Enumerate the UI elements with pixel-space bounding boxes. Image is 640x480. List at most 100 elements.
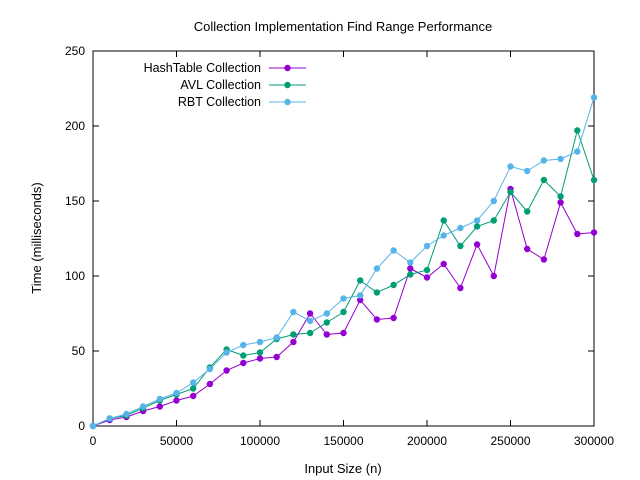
legend: HashTable Collection AVL Collection RBT Co… xyxy=(144,61,306,109)
data-point xyxy=(89,422,97,430)
data-point xyxy=(407,271,414,278)
data-point xyxy=(323,310,330,317)
data-point xyxy=(390,281,397,289)
data-point xyxy=(357,296,364,304)
data-point xyxy=(190,379,197,386)
data-point xyxy=(557,155,564,163)
series-line xyxy=(92,97,595,427)
data-point xyxy=(123,410,130,418)
series-line xyxy=(92,188,595,427)
y-tick-label: 100 xyxy=(65,269,85,283)
data-point xyxy=(440,232,447,239)
data-point xyxy=(373,265,381,272)
data-point xyxy=(156,395,163,403)
series-line xyxy=(92,128,595,427)
data-point xyxy=(423,274,431,281)
data-point xyxy=(256,349,264,356)
data-point xyxy=(440,217,447,224)
data-point xyxy=(574,230,581,238)
data-point xyxy=(490,197,497,205)
y-tick-label: 50 xyxy=(72,344,86,358)
x-tick-label: 100000 xyxy=(240,434,280,448)
data-point xyxy=(524,245,531,253)
data-point xyxy=(323,331,330,338)
legend-label: AVL Collection xyxy=(180,78,261,92)
data-point xyxy=(340,295,347,302)
data-point xyxy=(540,176,548,184)
x-tick-label: 0 xyxy=(90,434,97,448)
data-point xyxy=(390,314,397,322)
data-point xyxy=(256,355,264,362)
data-point xyxy=(457,224,464,232)
data-point xyxy=(590,229,598,236)
data-point xyxy=(473,223,481,230)
data-point xyxy=(524,167,531,175)
x-tick-label: 250000 xyxy=(490,434,530,448)
data-point xyxy=(256,338,264,346)
data-point xyxy=(357,277,364,284)
legend-swatch-marker xyxy=(284,98,291,106)
y-tick-label: 0 xyxy=(78,419,85,433)
data-point xyxy=(557,193,564,200)
data-point xyxy=(306,329,314,337)
plot-frame xyxy=(92,50,595,427)
y-tick-label: 150 xyxy=(65,194,85,208)
series-1 xyxy=(89,185,598,430)
legend-swatch-marker xyxy=(284,81,291,89)
data-point xyxy=(173,397,180,404)
data-point xyxy=(574,148,581,155)
data-point xyxy=(306,317,314,325)
data-point xyxy=(290,308,297,316)
data-point xyxy=(557,199,564,206)
data-point xyxy=(540,256,548,263)
data-point xyxy=(407,265,414,272)
data-point xyxy=(240,359,247,367)
data-point xyxy=(290,331,297,338)
data-point xyxy=(240,352,247,359)
data-point xyxy=(190,385,197,392)
chart-title: Collection Implementation Find Range Per… xyxy=(194,19,492,34)
data-point xyxy=(306,310,314,317)
x-tick-label: 300000 xyxy=(574,434,614,448)
data-point xyxy=(190,392,197,400)
data-point xyxy=(407,259,414,266)
data-point xyxy=(106,415,113,422)
legend-label: HashTable Collection xyxy=(144,61,261,75)
data-point xyxy=(290,338,297,346)
data-point xyxy=(240,341,247,349)
data-point xyxy=(423,266,431,274)
x-tick-label: 200000 xyxy=(407,434,447,448)
data-point xyxy=(590,94,598,101)
series-2 xyxy=(89,127,598,430)
data-point xyxy=(590,176,598,184)
series-layer xyxy=(89,94,598,430)
axis-ticks: 0 50000 100000 150000 200000 250000 300000 0 50 1… xyxy=(65,44,614,448)
data-point xyxy=(206,380,214,388)
data-point xyxy=(457,284,464,292)
data-point xyxy=(540,157,548,164)
legend-swatch-marker xyxy=(284,64,291,72)
data-point xyxy=(574,127,581,134)
data-point xyxy=(423,242,431,250)
data-point xyxy=(206,365,214,373)
legend-label: RBT Collection xyxy=(178,95,261,109)
data-point xyxy=(473,241,481,248)
data-point xyxy=(173,389,180,397)
data-point xyxy=(139,403,147,410)
data-point xyxy=(323,319,330,326)
data-point xyxy=(357,292,364,299)
data-point xyxy=(373,316,381,323)
data-point xyxy=(273,334,280,341)
data-point xyxy=(440,260,447,268)
data-point xyxy=(473,217,481,224)
data-point xyxy=(490,272,497,280)
series-3 xyxy=(89,94,598,430)
data-point xyxy=(223,367,230,374)
y-tick-label: 250 xyxy=(65,44,85,58)
x-tick-label: 50000 xyxy=(160,434,194,448)
y-tick-label: 200 xyxy=(65,119,85,133)
data-point xyxy=(223,349,230,356)
data-point xyxy=(390,247,397,254)
data-point xyxy=(273,353,280,361)
